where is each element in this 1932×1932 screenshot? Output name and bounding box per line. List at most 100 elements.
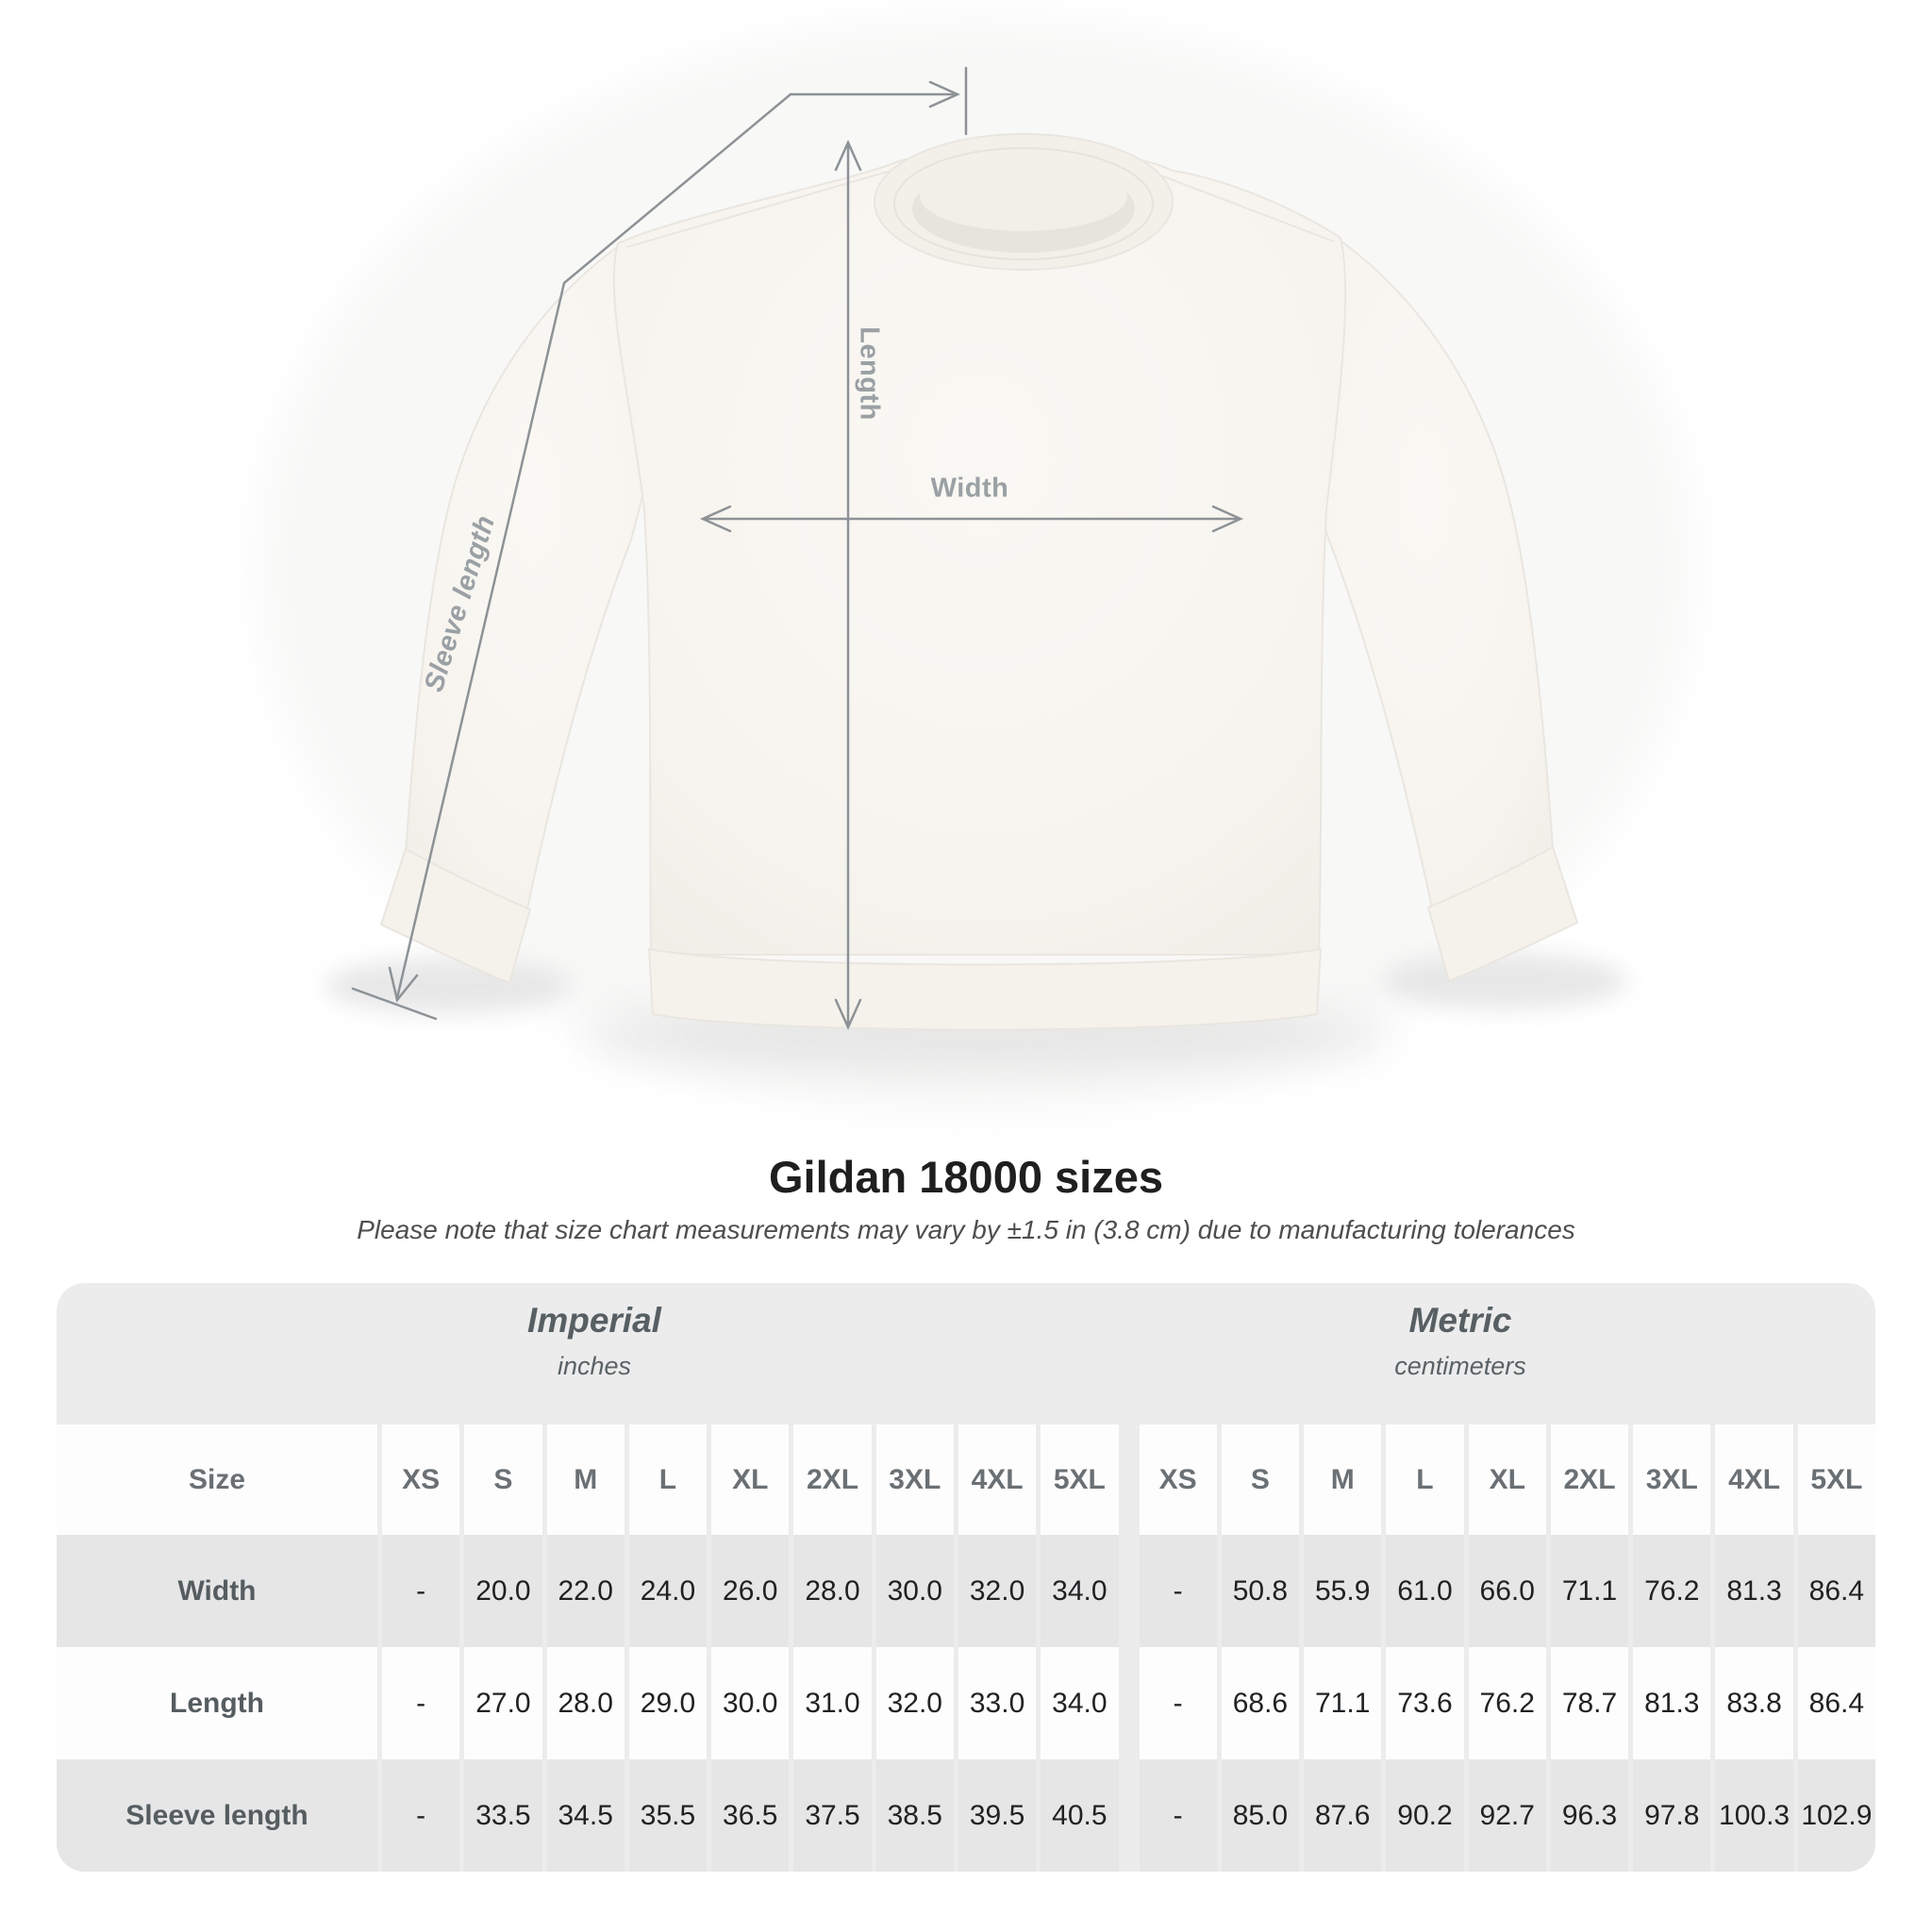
column-header-metric-xs: XS [1139, 1424, 1217, 1535]
right-cuff [1426, 845, 1579, 983]
width-imperial-m: 22.0 [546, 1535, 625, 1647]
column-header-imperial-3xl: 3XL [875, 1424, 954, 1535]
sleeve-length-metric-s: 85.0 [1221, 1759, 1300, 1872]
column-header-imperial-m: M [546, 1424, 625, 1535]
sleeve-length-imperial-4xl: 39.5 [958, 1759, 1037, 1872]
sleeve-length-imperial-2xl: 37.5 [793, 1759, 872, 1872]
row-label-length: Length [57, 1647, 377, 1759]
table-row-width: Width -20.0 22.0 24.0 26.0 28.0 30.0 32.0 34.0-5… [57, 1535, 1875, 1647]
width-metric-l: 61.0 [1386, 1535, 1464, 1647]
collar-seam [893, 147, 1154, 260]
width-annotation-label: Width [930, 473, 1009, 504]
torso [612, 147, 1347, 956]
sleeve-length-metric-3xl: 97.8 [1633, 1759, 1711, 1872]
length-imperial-xl: 30.0 [711, 1647, 790, 1759]
width-metric-3xl: 76.2 [1633, 1535, 1711, 1647]
sleeve-length-imperial-m: 34.5 [546, 1759, 625, 1872]
length-imperial-xs: - [382, 1647, 460, 1759]
measurement-lines [351, 66, 1244, 1031]
table-row-sleeve-length: Sleeve length -33.5 34.5 35.5 36.5 37.5 38.5 39… [57, 1759, 1875, 1872]
unit-divider [1123, 1424, 1135, 1535]
length-metric-4xl: 83.8 [1715, 1647, 1793, 1759]
width-metric-xs: - [1139, 1535, 1217, 1647]
width-metric-m: 55.9 [1304, 1535, 1382, 1647]
width-imperial-3xl: 30.0 [875, 1535, 954, 1647]
collar-back-fabric [920, 161, 1127, 231]
width-imperial-l: 24.0 [628, 1535, 708, 1647]
width-imperial-xs: - [382, 1535, 460, 1647]
column-header-metric-4xl: 4XL [1715, 1424, 1793, 1535]
width-imperial-5xl: 34.0 [1041, 1535, 1119, 1647]
column-header-imperial-s: S [464, 1424, 542, 1535]
shoulder-seam-left [625, 169, 895, 248]
sleeve-length-metric-l: 90.2 [1386, 1759, 1464, 1872]
centimeters-label: centimeters [1394, 1351, 1526, 1380]
width-metric-2xl: 71.1 [1550, 1535, 1629, 1647]
length-imperial-4xl: 33.0 [958, 1647, 1037, 1759]
length-annotation-label: Length [854, 326, 885, 421]
length-metric-5xl: 86.4 [1797, 1647, 1875, 1759]
width-imperial-xl: 26.0 [711, 1535, 790, 1647]
inches-label: inches [557, 1351, 632, 1380]
length-imperial-l: 29.0 [628, 1647, 708, 1759]
sleeve-measure-line [351, 66, 968, 1021]
width-metric-4xl: 81.3 [1715, 1535, 1793, 1647]
column-header-imperial-4xl: 4XL [958, 1424, 1037, 1535]
length-metric-m: 71.1 [1304, 1647, 1382, 1759]
unit-divider [1123, 1647, 1135, 1759]
shoulder-seam-right [1158, 174, 1335, 242]
sleeve-length-metric-xs: - [1139, 1759, 1217, 1872]
size-table-panel: Imperial inches Metric centimeters Size X… [57, 1283, 1875, 1872]
table-header-row: Size XS S M L XL 2XL 3XL 4XL 5XL XS S M L XL 2XL 3XL 4XL 5… [57, 1424, 1875, 1535]
length-metric-l: 73.6 [1386, 1647, 1464, 1759]
sleeve-length-metric-4xl: 100.3 [1715, 1759, 1793, 1872]
length-measure-line [834, 139, 862, 1031]
column-header-imperial-xl: XL [711, 1424, 790, 1535]
page-title: Gildan 18000 sizes [768, 1152, 1164, 1202]
width-imperial-4xl: 32.0 [958, 1535, 1037, 1647]
length-metric-s: 68.6 [1221, 1647, 1300, 1759]
sleeve-length-metric-2xl: 96.3 [1550, 1759, 1629, 1872]
length-metric-2xl: 78.7 [1550, 1647, 1629, 1759]
imperial-label: Imperial [527, 1301, 661, 1340]
length-imperial-m: 28.0 [546, 1647, 625, 1759]
size-table-rows: Size XS S M L XL 2XL 3XL 4XL 5XL XS S M L XL 2XL 3XL 4XL 5… [57, 1424, 1875, 1872]
width-measure-line [699, 505, 1244, 533]
length-imperial-5xl: 34.0 [1041, 1647, 1119, 1759]
sleeve-length-metric-xl: 92.7 [1468, 1759, 1546, 1872]
sleeve-length-metric-m: 87.6 [1304, 1759, 1382, 1872]
length-metric-xs: - [1139, 1647, 1217, 1759]
length-metric-xl: 76.2 [1468, 1647, 1546, 1759]
column-header-metric-xl: XL [1468, 1424, 1546, 1535]
row-label-width: Width [57, 1535, 377, 1647]
column-header-imperial-l: L [628, 1424, 708, 1535]
left-cuff [379, 847, 532, 985]
length-imperial-2xl: 31.0 [793, 1647, 872, 1759]
unit-band: Imperial inches Metric centimeters [57, 1283, 1875, 1424]
sleeve-length-imperial-3xl: 38.5 [875, 1759, 954, 1872]
column-header-metric-5xl: 5XL [1797, 1424, 1875, 1535]
metric-label: Metric [1408, 1301, 1512, 1340]
sleeve-length-imperial-xs: - [382, 1759, 460, 1872]
sleeve-length-metric-5xl: 102.9 [1797, 1759, 1875, 1872]
width-metric-s: 50.8 [1221, 1535, 1300, 1647]
sweatshirt-measurement-diagram [259, 19, 1693, 1113]
unit-divider [1123, 1759, 1135, 1872]
width-metric-5xl: 86.4 [1797, 1535, 1875, 1647]
hem-ribbing [647, 947, 1323, 1031]
column-header-metric-2xl: 2XL [1550, 1424, 1629, 1535]
length-imperial-3xl: 32.0 [875, 1647, 954, 1759]
width-metric-xl: 66.0 [1468, 1535, 1546, 1647]
row-label-sleeve-length: Sleeve length [57, 1759, 377, 1872]
column-header-metric-m: M [1304, 1424, 1382, 1535]
sleeve-length-imperial-xl: 36.5 [711, 1759, 790, 1872]
column-header-metric-l: L [1386, 1424, 1464, 1535]
column-header-size: Size [57, 1424, 377, 1535]
sleeve-length-imperial-l: 35.5 [628, 1759, 708, 1872]
sleeve-length-imperial-5xl: 40.5 [1041, 1759, 1119, 1872]
table-row-length: Length -27.0 28.0 29.0 30.0 31.0 32.0 33.0 34.0-… [57, 1647, 1875, 1759]
width-imperial-2xl: 28.0 [793, 1535, 872, 1647]
column-header-metric-3xl: 3XL [1633, 1424, 1711, 1535]
length-metric-3xl: 81.3 [1633, 1647, 1711, 1759]
